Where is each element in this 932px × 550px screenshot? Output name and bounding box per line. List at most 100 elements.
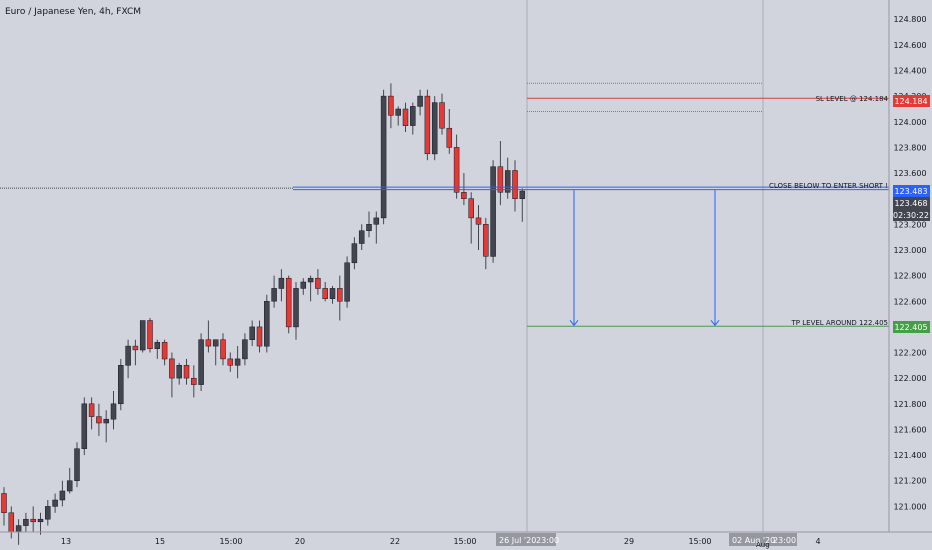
- candle-body: [147, 320, 153, 349]
- candle-body: [66, 480, 73, 492]
- candle-body: [198, 339, 204, 385]
- target-arrow-head-icon: [569, 319, 579, 327]
- candle-body: [446, 127, 453, 148]
- time-highlight-badge: [496, 533, 556, 546]
- candle-body: [402, 108, 409, 126]
- candle-body: [461, 192, 467, 199]
- candle-body: [88, 403, 95, 417]
- time-highlight-date: 26 Jul '20: [499, 536, 536, 545]
- candle-body: [249, 326, 255, 340]
- candle-body: [81, 403, 88, 449]
- candle-body: [431, 102, 438, 155]
- candle-body: [424, 95, 431, 155]
- time-tick-label: 29: [624, 537, 634, 546]
- tp-level-annotation[interactable]: TP LEVEL AROUND 122.405: [791, 319, 888, 327]
- candle-body: [380, 95, 387, 219]
- candle-body: [475, 217, 482, 225]
- levels-group: [0, 82, 889, 327]
- price-tick-label: 124.800: [893, 15, 926, 24]
- candle-body: [519, 190, 526, 199]
- candle-body: [504, 170, 511, 193]
- price-tick-label: 121.600: [893, 425, 926, 434]
- sl-price-badge-text: 124.184: [894, 97, 927, 106]
- target-arrow-head-icon: [710, 319, 720, 327]
- candle-body: [512, 170, 518, 199]
- candle-body: [37, 518, 44, 523]
- candle-body: [351, 243, 358, 264]
- candle-body: [329, 288, 336, 299]
- price-tick-label: 124.400: [893, 67, 926, 76]
- tp-price-badge: [893, 321, 930, 333]
- candle-body: [453, 147, 460, 193]
- candle-body: [169, 358, 175, 379]
- time-tick-label: 15:00: [453, 537, 476, 546]
- price-tick-label: 123.000: [893, 246, 926, 255]
- entry-price-badge: [893, 185, 930, 197]
- price-tick-label: 121.800: [893, 400, 926, 409]
- candle-body: [256, 326, 263, 347]
- price-tick-label: 123.800: [893, 143, 926, 152]
- candle-body: [96, 416, 102, 424]
- candle-body: [293, 288, 299, 328]
- countdown-badge: [893, 209, 930, 221]
- candle-body: [264, 301, 270, 347]
- entry-level-annotation[interactable]: CLOSE BELOW TO ENTER SHORT !: [769, 182, 888, 190]
- candle-body: [322, 288, 328, 299]
- candle-body: [183, 365, 190, 379]
- candle-body: [358, 230, 365, 244]
- price-tick-label: 121.400: [893, 451, 926, 460]
- time-tick-label: 15: [155, 537, 165, 546]
- price-tick-label: 123.600: [893, 169, 926, 178]
- time-tick-label: 22: [390, 537, 400, 546]
- candle-body: [1, 493, 7, 513]
- time-highlight-time: 23:00: [536, 536, 559, 545]
- candle-body: [388, 95, 394, 116]
- chart-title: Euro / Japanese Yen, 4h, FXCM: [5, 7, 141, 17]
- candle-body: [212, 339, 219, 347]
- candle-body: [439, 102, 445, 129]
- candle-body: [205, 339, 212, 347]
- candle-body: [234, 358, 241, 366]
- time-tick-label: 4: [815, 537, 820, 546]
- candle-body: [30, 518, 36, 523]
- candle-body: [315, 277, 321, 289]
- candle-body: [110, 403, 117, 420]
- candle-body: [191, 377, 197, 385]
- candle-body: [132, 345, 139, 351]
- price-tick-label: 122.600: [893, 297, 926, 306]
- candle-body: [103, 418, 109, 424]
- candle-body: [271, 288, 277, 302]
- price-tick-label: 122.200: [893, 349, 926, 358]
- candle-body: [285, 277, 292, 328]
- candle-body: [220, 339, 226, 360]
- price-tick-label: 122.800: [893, 272, 926, 281]
- candle-body: [242, 339, 248, 360]
- tp-price-badge-text: 122.405: [894, 323, 927, 332]
- candle-body: [483, 224, 489, 257]
- candle-body: [410, 106, 416, 126]
- candle-body: [52, 499, 58, 507]
- candle-body: [59, 490, 66, 501]
- candle-body: [15, 525, 22, 533]
- time-tick-label: 20: [295, 537, 305, 546]
- time-range-end-extra: Aug: [756, 541, 770, 549]
- candle-body: [490, 166, 496, 257]
- price-tick-label: 124.600: [893, 41, 926, 50]
- sl-level-annotation[interactable]: SL LEVEL @ 124.184: [816, 95, 889, 103]
- current-price-badge: [893, 197, 930, 209]
- time-range-end-badge: [729, 533, 797, 546]
- current-price-badge-text: 123.468: [894, 199, 927, 208]
- candle-body: [337, 288, 343, 302]
- price-tick-label: 124.000: [893, 118, 926, 127]
- time-tick-label: 13: [61, 537, 71, 546]
- candle-body: [154, 342, 161, 349]
- candle-body: [8, 512, 15, 533]
- sl-price-badge: [893, 95, 930, 107]
- candle-body: [344, 262, 350, 302]
- candle-body: [417, 95, 423, 107]
- candle-body: [45, 506, 51, 520]
- candle-body: [161, 342, 168, 360]
